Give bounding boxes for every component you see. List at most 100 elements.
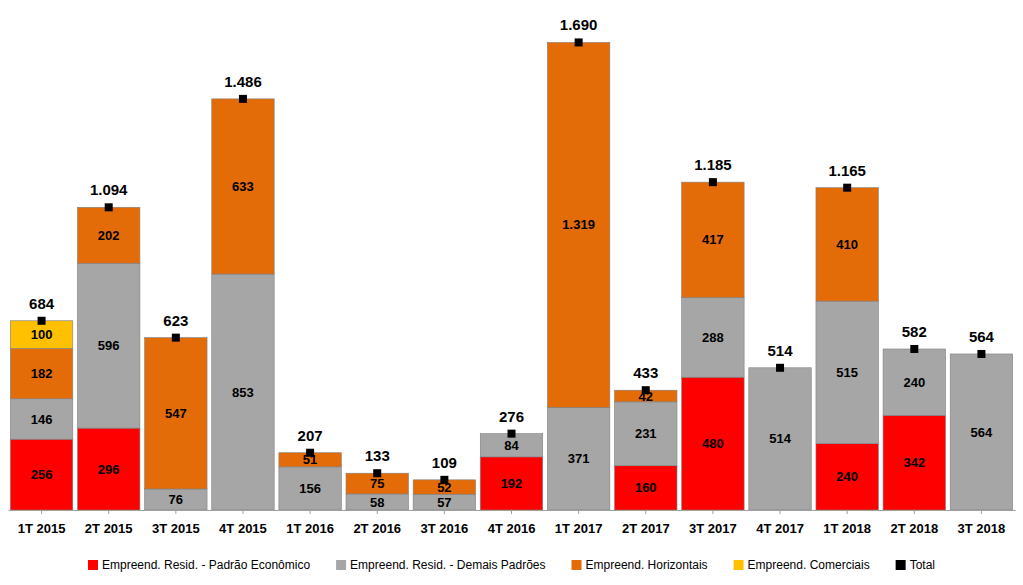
marks [10,38,1012,510]
legend-item: Empreend. Horizontais [572,558,708,572]
data-label: 633 [232,179,254,194]
x-tick: 1T 2015 [18,510,66,536]
total-marker [172,334,180,342]
x-tick-label: 2T 2015 [85,521,133,536]
bar-segment [480,457,542,510]
data-label: 58 [370,495,384,510]
bar-segment [10,399,72,439]
data-label: 853 [232,385,254,400]
total-label: 433 [633,364,658,381]
x-tick-label: 1T 2018 [823,521,871,536]
x-tick-mark [847,510,848,514]
data-label: 342 [903,455,925,470]
x-tick-label: 1T 2017 [555,521,603,536]
x-tick: 3T 2016 [421,510,469,536]
x-tick-label: 4T 2017 [756,521,804,536]
bar-segment [615,466,677,510]
x-tick: 2T 2015 [85,510,133,536]
data-label: 42 [639,389,653,404]
data-label: 240 [903,375,925,390]
total-label: 1.094 [90,181,128,198]
bar-segment [547,407,609,510]
bar-segment [145,338,207,489]
bar-segment [480,434,542,457]
data-label: 256 [31,467,53,482]
total-label: 684 [29,295,55,312]
labels: 2562961921604802403421465967685315658578… [29,16,995,509]
total-marker [776,364,784,372]
total-label: 1.165 [828,162,866,179]
bar-segment [682,182,744,297]
data-label: 75 [370,476,384,491]
x-tick: 2T 2018 [890,510,938,536]
x-tick-mark [41,510,42,514]
legend: Empreend. Resid. - Padrão Econômico Empre… [88,558,935,572]
total-marker [910,345,918,353]
legend-label: Total [910,558,935,572]
total-label: 582 [902,323,927,340]
total-label: 207 [298,427,323,444]
total-marker [38,317,46,325]
bar-segment [682,298,744,378]
bar-segment [279,453,341,467]
x-tick-label: 4T 2015 [219,521,267,536]
data-label: 182 [31,366,53,381]
data-label: 480 [702,436,724,451]
legend-swatch [572,560,582,570]
data-label: 192 [501,476,523,491]
data-label: 146 [31,412,53,427]
plot: 2562961921604802403421465967685315658578… [9,16,1016,535]
x-tick-mark [645,510,646,514]
x-tick-mark [108,510,109,514]
legend-item: Total [896,558,935,572]
bar-segment [212,274,274,510]
x-tick: 1T 2017 [555,510,603,536]
bar-segment [10,439,72,510]
legend-label: Empreend. Resid. - Padrão Econômico [102,558,310,572]
x-tick-label: 1T 2016 [286,521,334,536]
x-tick-label: 2T 2018 [890,521,938,536]
data-label: 296 [98,462,120,477]
total-marker [508,430,516,438]
legend-label: Empreend. Comerciais [748,558,870,572]
x-tick-mark [578,510,579,514]
bar-segment [77,263,139,428]
bar-segment [816,188,878,301]
bar-segment [77,428,139,510]
total-marker [709,178,717,186]
data-label: 547 [165,406,187,421]
total-marker [575,38,583,46]
data-label: 288 [702,330,724,345]
x-tick-label: 3T 2018 [958,521,1006,536]
x-tick-mark [444,510,445,514]
x-tick-mark [377,510,378,514]
total-marker [105,203,113,211]
x-tick-label: 1T 2015 [18,521,66,536]
x-tick-mark [511,510,512,514]
x-tick: 4T 2017 [756,510,804,536]
data-label: 596 [98,338,120,353]
legend-label: Empreend. Resid. - Demais Padrões [350,558,545,572]
x-tick: 1T 2016 [286,510,334,536]
total-marker [977,350,985,358]
data-label: 1.319 [562,217,595,232]
data-label: 156 [299,481,321,496]
total-label: 276 [499,408,524,425]
total-label: 1.185 [694,156,732,173]
bar-segment [145,489,207,510]
x-axis: 1T 20152T 20153T 20154T 20151T 20162T 20… [9,510,1016,536]
bar-segment [10,348,72,398]
bar-segment [950,354,1012,510]
x-tick-mark [310,510,311,514]
x-tick: 2T 2017 [622,510,670,536]
data-label: 410 [836,237,858,252]
x-tick-label: 4T 2016 [488,521,536,536]
legend-swatch [896,560,906,570]
total-label: 623 [163,312,188,329]
total-label: 564 [969,328,995,345]
bar-segment [346,494,408,510]
data-label: 564 [971,425,993,440]
data-label: 76 [169,492,183,507]
bar-segment [413,480,475,494]
data-label: 371 [568,451,590,466]
